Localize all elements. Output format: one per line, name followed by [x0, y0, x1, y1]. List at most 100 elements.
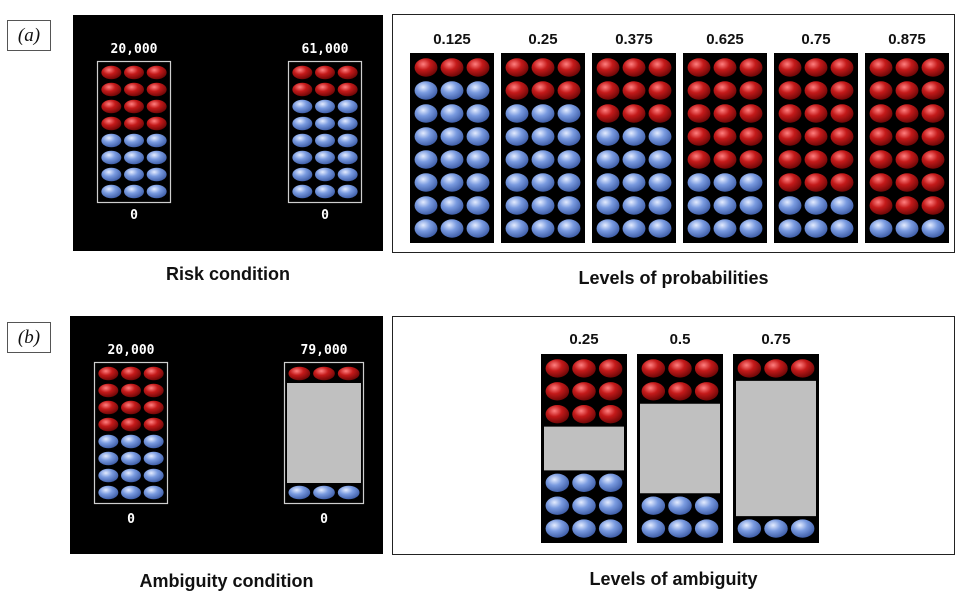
blue-ball: [337, 485, 360, 500]
red-ball: [687, 127, 711, 146]
blue-ball: [292, 133, 313, 148]
blue-ball: [598, 496, 623, 515]
blue-ball: [466, 196, 490, 215]
red-ball: [143, 417, 164, 432]
ambiguity-levels-frame: 0.25 0.5 0.75: [392, 316, 955, 555]
blue-ball: [596, 150, 620, 169]
blue-ball: [596, 173, 620, 192]
blue-ball: [124, 133, 144, 148]
red-ball: [596, 58, 620, 77]
red-ball: [98, 383, 119, 398]
red-ball: [778, 81, 802, 100]
blue-ball: [648, 196, 672, 215]
blue-ball: [545, 473, 570, 492]
urn-top-value: 61,000: [301, 42, 349, 57]
red-ball: [895, 58, 919, 77]
blue-ball: [440, 196, 464, 215]
blue-ball: [598, 519, 623, 538]
red-ball: [921, 81, 945, 100]
red-ball: [737, 359, 762, 378]
blue-ball: [694, 496, 719, 515]
blue-ball: [315, 184, 335, 199]
red-ball: [622, 81, 646, 100]
blue-ball: [292, 184, 313, 199]
red-ball: [895, 104, 919, 123]
blue-ball: [596, 127, 620, 146]
blue-ball: [466, 81, 490, 100]
ambiguous-region: [640, 403, 720, 494]
risk-urn-2: [287, 60, 363, 204]
blue-ball: [414, 81, 438, 100]
blue-ball: [641, 496, 666, 515]
red-ball: [804, 104, 828, 123]
red-ball: [545, 359, 570, 378]
blue-ball: [713, 219, 737, 238]
red-ball: [921, 127, 945, 146]
red-ball: [466, 58, 490, 77]
blue-ball: [545, 519, 570, 538]
blue-ball: [804, 196, 828, 215]
red-ball: [337, 366, 360, 381]
blue-ball: [337, 150, 358, 165]
red-ball: [124, 65, 144, 80]
red-ball: [739, 81, 763, 100]
red-ball: [98, 400, 119, 415]
red-ball: [121, 417, 141, 432]
blue-ball: [440, 81, 464, 100]
red-ball: [921, 58, 945, 77]
red-ball: [641, 382, 666, 401]
blue-ball: [98, 485, 119, 500]
red-ball: [830, 127, 854, 146]
blue-ball: [440, 173, 464, 192]
red-ball: [869, 81, 893, 100]
blue-ball: [557, 173, 581, 192]
blue-ball: [739, 196, 763, 215]
ambiguity-level-urn: [637, 354, 723, 543]
blue-ball: [687, 196, 711, 215]
red-ball: [505, 81, 529, 100]
red-ball: [146, 116, 167, 131]
blue-ball: [778, 219, 802, 238]
risk-condition-display: 20,000 0 61,000 0: [73, 15, 383, 251]
probability-urn: [501, 53, 585, 243]
blue-ball: [648, 219, 672, 238]
blue-ball: [146, 150, 167, 165]
blue-ball: [830, 219, 854, 238]
blue-ball: [337, 99, 358, 114]
red-ball: [313, 366, 335, 381]
red-ball: [687, 150, 711, 169]
red-ball: [694, 359, 719, 378]
red-ball: [830, 58, 854, 77]
red-ball: [531, 81, 555, 100]
red-ball: [921, 104, 945, 123]
blue-ball: [596, 196, 620, 215]
blue-ball: [764, 519, 788, 538]
red-ball: [764, 359, 788, 378]
red-ball: [895, 173, 919, 192]
red-ball: [288, 366, 311, 381]
ambiguity-level-label: 0.75: [761, 331, 791, 348]
blue-ball: [414, 127, 438, 146]
blue-ball: [313, 485, 335, 500]
red-ball: [687, 81, 711, 100]
blue-ball: [337, 133, 358, 148]
urn-bottom-value: 0: [321, 208, 329, 223]
red-ball: [315, 82, 335, 97]
blue-ball: [557, 127, 581, 146]
probability-levels-caption: Levels of probabilities: [578, 268, 769, 288]
red-ball: [713, 81, 737, 100]
blue-ball: [337, 116, 358, 131]
blue-ball: [101, 167, 122, 182]
blue-ball: [292, 99, 313, 114]
blue-ball: [622, 150, 646, 169]
blue-ball: [466, 173, 490, 192]
red-ball: [505, 58, 529, 77]
red-ball: [143, 383, 164, 398]
red-ball: [668, 359, 692, 378]
blue-ball: [440, 219, 464, 238]
urn-bottom-value: 0: [130, 208, 138, 223]
red-ball: [804, 150, 828, 169]
blue-ball: [315, 150, 335, 165]
blue-ball: [101, 150, 122, 165]
red-ball: [572, 382, 596, 401]
